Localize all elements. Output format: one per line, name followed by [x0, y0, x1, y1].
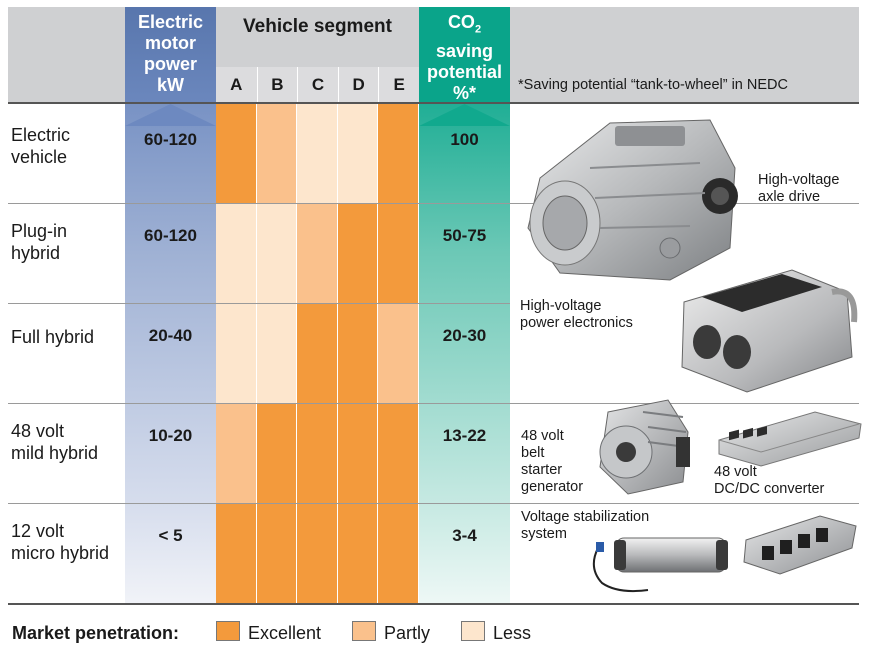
row-label-line: 12 volt — [11, 521, 65, 541]
segment-cell-excellent — [378, 404, 419, 504]
motor-power-header — [125, 7, 216, 102]
stabilization-module-image — [592, 537, 728, 593]
row-label-line: hybrid — [11, 243, 61, 263]
row-label-line: micro hybrid — [11, 543, 110, 563]
segment-letter-c: C — [297, 67, 338, 103]
segment-cell-excellent — [297, 404, 338, 504]
legend-swatch-partly — [352, 621, 376, 641]
segment-cell-excellent — [378, 204, 419, 304]
segment-cell-excellent — [337, 404, 379, 504]
segment-cell-partly — [378, 304, 419, 404]
row-label: Full hybrid — [11, 326, 94, 348]
segment-cell-excellent — [216, 103, 257, 203]
segment-cell-excellent — [337, 504, 379, 604]
motor-power-value: 60-120 — [144, 130, 197, 149]
co2-value: 13-22 — [442, 426, 487, 445]
segment-cell-less — [256, 304, 298, 404]
legend-label-excellent: Excellent — [248, 623, 322, 643]
belt-starter-caption: 48 volt belt starter generator — [521, 428, 584, 495]
axle-drive-image — [527, 119, 738, 281]
segment-cell-excellent — [256, 504, 298, 604]
separator-line — [8, 603, 859, 605]
segment-cell-excellent — [378, 103, 419, 203]
co2-value: 50-75 — [442, 226, 487, 245]
legend-label-partly: Partly — [384, 623, 431, 643]
motor-power-value: 10-20 — [148, 426, 193, 445]
belt-starter-generator-image — [599, 399, 690, 495]
segment-cell-excellent — [337, 204, 379, 304]
segment-cell-excellent — [256, 404, 298, 504]
segment-cell-excellent — [297, 504, 338, 604]
separator-line — [8, 303, 510, 304]
segment-letter-b: B — [256, 67, 298, 103]
segment-letter-e: E — [378, 67, 419, 103]
row-label: 48 volt mild hybrid — [11, 420, 98, 464]
segment-cell-excellent — [337, 304, 379, 404]
segment-letter-a: A — [230, 75, 243, 94]
co2-value: 3-4 — [452, 526, 477, 545]
separator-line — [8, 503, 859, 504]
segment-cell-partly — [256, 103, 298, 203]
segment-cell-excellent — [216, 504, 257, 604]
row-label-line: vehicle — [11, 147, 68, 167]
vehicle-segment-title: Vehicle segment — [243, 16, 392, 37]
row-label-line: Full hybrid — [11, 327, 95, 347]
motor-power-value: < 5 — [158, 526, 183, 545]
segment-letter-row — [216, 67, 419, 103]
footnote: *Saving potential “tank-to-wheel” in NED… — [518, 77, 788, 93]
segment-cell-excellent — [378, 504, 419, 604]
stabilization-connector-image — [743, 515, 857, 575]
separator-line — [8, 403, 859, 404]
co2-value: 20-30 — [442, 326, 487, 345]
segment-cell-partly — [297, 204, 338, 304]
motor-power-arrow — [125, 104, 216, 126]
row-label-line: Plug-in — [11, 221, 68, 241]
co2-value: 100 — [450, 130, 479, 149]
dcdc-converter-image — [718, 411, 862, 467]
row-label: 12 volt micro hybrid — [11, 520, 109, 564]
motor-power-title: Electric motor power kW — [137, 12, 204, 95]
row-label: Plug-in hybrid — [11, 220, 67, 264]
segment-cell-less — [216, 204, 257, 304]
co2-column — [419, 102, 510, 604]
legend-title: Market penetration: — [12, 623, 180, 643]
co2-header — [419, 7, 510, 102]
motor-power-value: 20-40 — [148, 326, 193, 345]
row-label-line: 48 volt — [11, 421, 65, 441]
row-label-line: mild hybrid — [11, 443, 99, 463]
legend-swatch-less — [461, 621, 485, 641]
segment-cell-less — [216, 304, 257, 404]
segment-cell-less — [256, 204, 298, 304]
segment-letter-d: D — [337, 67, 379, 103]
legend-swatch-excellent — [216, 621, 240, 641]
motor-power-value: 60-120 — [144, 226, 197, 245]
co2-title: CO2 saving potential %* — [427, 12, 502, 103]
co2-arrow — [419, 104, 510, 126]
motor-power-column — [125, 102, 216, 604]
separator-line — [8, 203, 859, 204]
segment-cell-excellent — [297, 304, 338, 404]
segment-cell-less — [337, 103, 379, 203]
axle-drive-caption: High-voltage axle drive — [758, 172, 840, 205]
legend-label-less: Less — [493, 623, 532, 643]
segment-cell-partly — [216, 404, 257, 504]
power-electronics-image — [681, 269, 858, 393]
segment-cell-less — [297, 103, 338, 203]
dcdc-caption: 48 volt DC/DC converter — [714, 464, 825, 497]
row-label: Electric vehicle — [11, 124, 70, 168]
row-label-line: Electric — [11, 125, 71, 145]
separator-line — [8, 102, 859, 104]
power-electronics-caption: High-voltage power electronics — [520, 298, 633, 331]
stabilization-caption: Voltage stabilization system — [521, 509, 650, 542]
